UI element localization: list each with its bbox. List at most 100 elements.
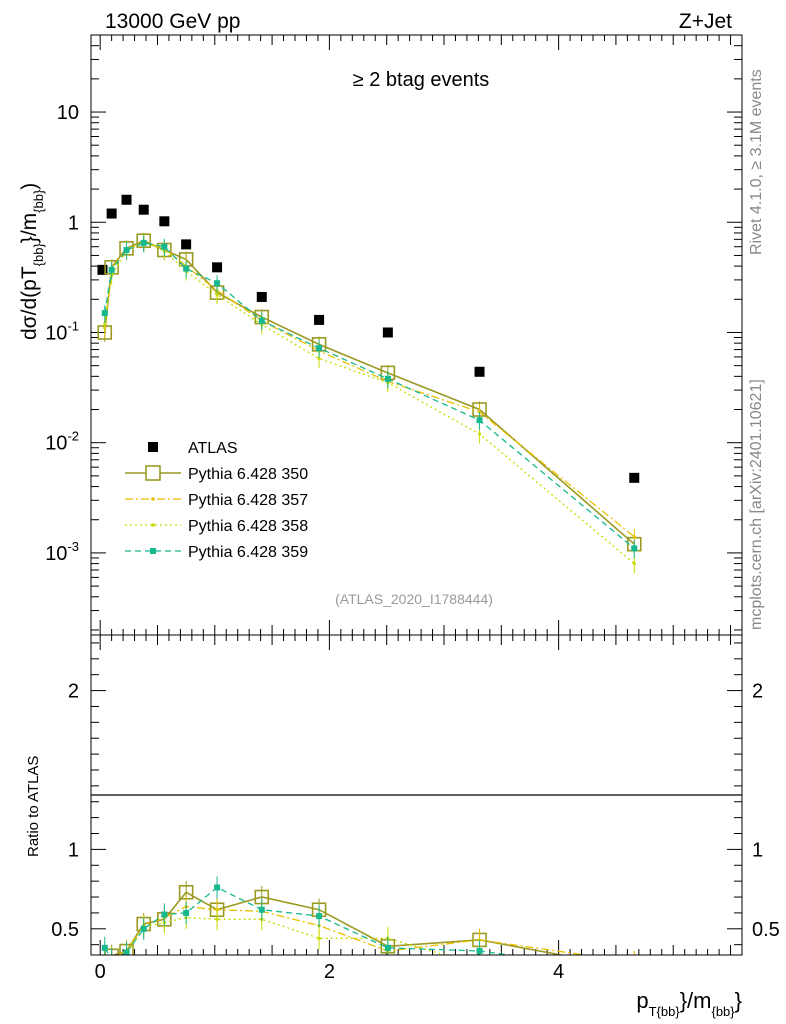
ratio-point (110, 962, 113, 965)
main-axis-ticks: 10 1 10-1 10-2 10-3 (45, 34, 742, 635)
legend-entry: Pythia 6.428 358 (125, 518, 308, 535)
series-pythia-358 (103, 234, 636, 574)
mc-point-359 (631, 545, 638, 552)
ratio-point-350 (628, 962, 641, 975)
legend-entry: Pythia 6.428 357 (125, 492, 308, 509)
ratio-point (317, 936, 321, 940)
mc-point-359 (108, 266, 115, 273)
atlas-data-point (629, 472, 640, 483)
header-right-label: Z+Jet (679, 10, 732, 33)
ratio-point-359 (258, 906, 265, 913)
ratio-x-tick-label: 4 (553, 961, 564, 983)
series-atlas (97, 194, 640, 483)
main-series-line (104, 241, 635, 565)
atlas-data-point (138, 204, 149, 215)
ratio-series-line (111, 891, 566, 955)
main-y-tick-label: 10-2 (45, 429, 79, 455)
series-pythia-350 (97, 232, 642, 554)
mc-point-359 (384, 375, 391, 382)
atlas-data-point (97, 264, 108, 275)
x-axis-label: pT{bb}}/m{bb}} (636, 988, 742, 1019)
main-y-tick-label: 10-1 (45, 318, 79, 344)
legend-marker-atlas (148, 442, 158, 452)
ratio-point (110, 956, 113, 959)
ratio-point-359 (316, 913, 323, 920)
main-y-tick-label: 10-3 (45, 539, 79, 565)
atlas-data-point (121, 194, 132, 205)
ratio-series-359 (101, 876, 637, 975)
ratio-axis-ticks: 0 2 4 0.5 0.5 1 1 2 2 (51, 635, 780, 983)
legend-label: Pythia 6.428 357 (188, 492, 308, 509)
ratio-point-359 (140, 925, 147, 932)
main-data-layer (97, 194, 642, 574)
svg-text:pT{bb}}/m{bb}}: pT{bb}}/m{bb}} (636, 988, 742, 1019)
legend-label: Pythia 6.428 358 (188, 518, 308, 535)
ratio-point-359 (476, 948, 483, 955)
svg-text:dσ/d(pT{bb}}/m{bb}): dσ/d(pT{bb}}/m{bb}) (18, 183, 46, 340)
ratio-point-359 (109, 956, 115, 962)
ratio-y-tick-label-left: 0.5 (51, 919, 79, 941)
legend-label: Pythia 6.428 350 (188, 466, 308, 483)
mc-point (477, 432, 482, 436)
legend: ATLAS Pythia 6.428 350 Pythia 6.428 357 Pyt… (125, 440, 308, 561)
rivet-version-label: Rivet 4.1.0, ≥ 3.1M events (748, 69, 765, 255)
atlas-data-point (159, 216, 170, 227)
ratio-point (215, 917, 219, 921)
main-series-line (104, 239, 635, 545)
mc-point (632, 561, 636, 566)
main-panel: ≥ 2 btag events (ATLAS_2020_I1788444) 10… (18, 34, 743, 636)
atlas-data-point (212, 262, 223, 273)
mc-point-359 (316, 345, 323, 352)
ratio-y-tick-label-right: 2 (752, 681, 763, 703)
ratio-point-359 (161, 911, 168, 918)
main-y-tick-label: 1 (68, 212, 79, 234)
ratio-point-359 (214, 884, 221, 891)
atlas-data-point (181, 239, 192, 250)
analysis-watermark: (ATLAS_2020_I1788444) (335, 591, 493, 607)
legend-marker (151, 497, 155, 501)
mc-point-359 (258, 317, 265, 324)
legend-label: Pythia 6.428 359 (188, 544, 308, 561)
main-series-line (104, 241, 635, 538)
ratio-point (633, 980, 636, 983)
mc-point (103, 322, 107, 326)
ratio-point-359 (123, 949, 130, 955)
mc-point-359 (214, 280, 221, 287)
legend-label: ATLAS (188, 440, 238, 457)
legend-marker (145, 465, 161, 481)
series-pythia-359 (101, 234, 638, 558)
legend-entry: Pythia 6.428 359 (125, 544, 308, 561)
main-y-tick-label: 10 (57, 102, 79, 124)
mc-point (477, 410, 482, 414)
ratio-point-359 (183, 909, 190, 916)
ratio-frame (90, 634, 743, 956)
mc-point-359 (140, 239, 147, 246)
mc-point-359 (161, 243, 168, 250)
header-left-label: 13000 GeV pp (105, 10, 240, 33)
mc-point-359 (101, 310, 108, 317)
legend-marker (151, 523, 155, 527)
ratio-panel: 0 2 4 0.5 0.5 1 1 2 2 Ratio to ATLAS pT{bb}}/m{b… (25, 634, 780, 1019)
ratio-data-layer (101, 876, 641, 983)
ratio-point-359 (631, 969, 637, 975)
ratio-y-tick-label-right: 1 (752, 839, 763, 861)
ratio-y-tick-label-left: 1 (68, 839, 79, 861)
ratio-point (633, 961, 636, 964)
atlas-data-point (106, 208, 117, 219)
ratio-series-line (104, 886, 515, 955)
main-y-axis-label: dσ/d(pT{bb}}/m{bb}) (18, 183, 46, 340)
legend-entry: Pythia 6.428 350 (125, 465, 308, 483)
mc-point (632, 535, 636, 539)
mc-point-359 (476, 417, 483, 424)
mcplots-label: mcplots.cern.ch [arXiv:2401.10621] (748, 379, 765, 630)
atlas-data-point (474, 366, 485, 377)
mc-point (215, 293, 219, 297)
atlas-data-point (314, 314, 325, 325)
ratio-y-tick-label-right: 0.5 (752, 919, 780, 941)
ratio-y-tick-label-left: 2 (68, 681, 79, 703)
legend-marker (150, 548, 156, 554)
mc-point (317, 356, 321, 361)
atlas-data-point (256, 291, 267, 302)
main-plot-title: ≥ 2 btag events (353, 69, 490, 91)
